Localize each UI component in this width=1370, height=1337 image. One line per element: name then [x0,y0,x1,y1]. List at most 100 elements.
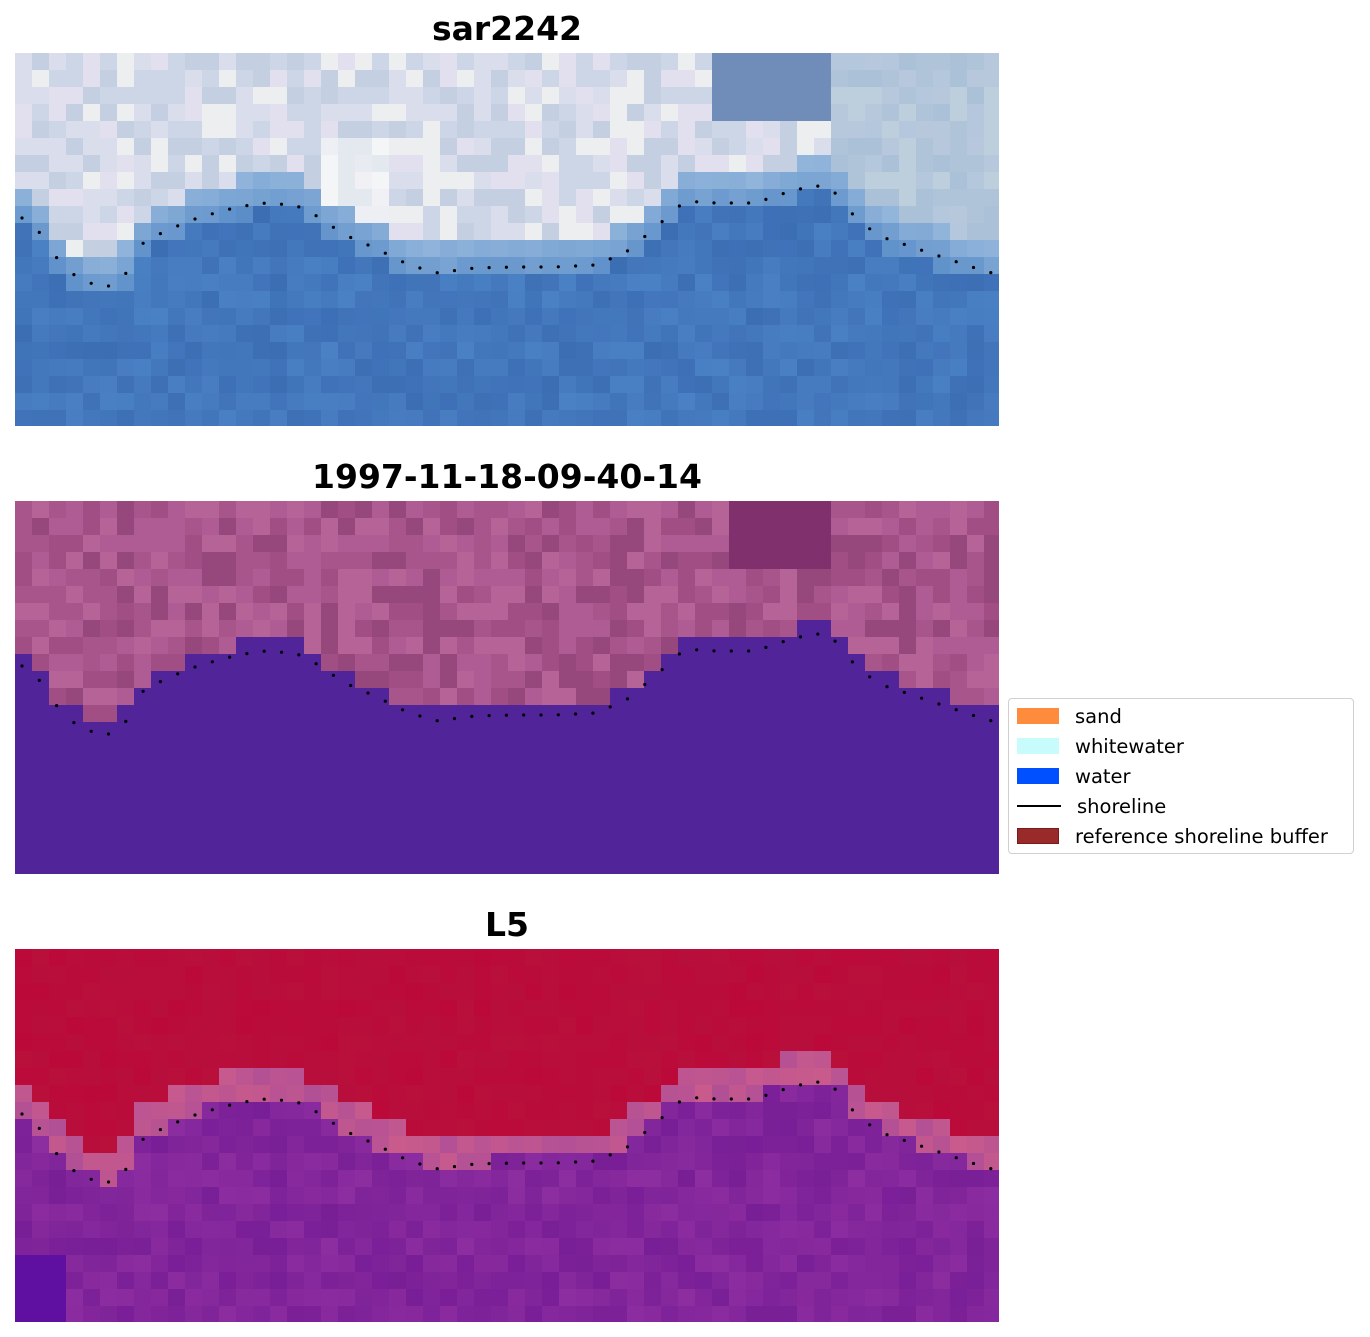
pixel [576,569,594,587]
shoreline-dot [193,665,197,669]
pixel [848,654,866,672]
pixel [899,773,917,791]
pixel [321,501,339,519]
pixel [746,824,764,842]
pixel [457,858,475,874]
pixel [270,949,288,967]
pixel [848,501,866,519]
pixel [287,308,305,326]
pixel [984,1034,999,1052]
pixel [15,841,33,859]
pixel [389,739,407,757]
pixel [695,1306,713,1322]
pixel [168,274,186,292]
pixel [780,359,798,377]
pixel [372,1085,390,1103]
pixel [729,983,747,1001]
pixel [355,535,373,553]
pixel [423,172,441,190]
pixel [661,620,679,638]
pixel [865,722,883,740]
pixel [644,807,662,825]
pixel [202,671,220,689]
pixel [253,1153,271,1171]
pixel [168,1136,186,1154]
pixel [559,620,577,638]
pixel [508,291,526,309]
pixel [542,291,560,309]
pixel [848,1136,866,1154]
pixel [950,949,968,967]
shoreline-dot [591,711,595,715]
pixel [746,688,764,706]
pixel [185,1255,203,1273]
pixel [219,603,237,621]
pixel [440,671,458,689]
pixel [559,552,577,570]
pixel [185,1306,203,1322]
pixel [865,535,883,553]
pixel [202,1170,220,1188]
pixel [899,1272,917,1290]
pixel [797,773,815,791]
pixel [457,949,475,967]
pixel [440,1051,458,1069]
pixel [15,325,33,343]
pixel [338,841,356,859]
pixel [729,308,747,326]
pixel [491,654,509,672]
pixel [746,1272,764,1290]
pixel [270,1153,288,1171]
pixel [712,121,730,139]
pixel [457,535,475,553]
pixel [406,739,424,757]
pixel [372,223,390,241]
pixel [916,1272,934,1290]
pixel [712,858,730,874]
pixel [372,807,390,825]
pixel [950,1204,968,1222]
pixel [542,586,560,604]
pixel [270,1255,288,1273]
pixel [797,518,815,536]
pixel [695,1187,713,1205]
pixel [797,1034,815,1052]
pixel [338,722,356,740]
shoreline-dot [747,1097,751,1101]
pixel [389,569,407,587]
pixel [525,206,543,224]
pixel [236,858,254,874]
pixel [15,223,33,241]
pixel [168,1187,186,1205]
pixel [134,705,152,723]
pixel [236,756,254,774]
pixel [202,501,220,519]
pixel [950,325,968,343]
pixel [134,966,152,984]
pixel [321,121,339,139]
pixel [950,393,968,411]
pixel [236,705,254,723]
pixel [15,807,33,825]
pixel [49,949,67,967]
pixel [542,552,560,570]
pixel [729,1238,747,1256]
pixel [491,773,509,791]
pixel [712,983,730,1001]
pixel [270,308,288,326]
pixel [695,1153,713,1171]
pixel [984,342,999,360]
pixel [32,1187,50,1205]
pixel [389,393,407,411]
pixel [372,325,390,343]
pixel [15,1153,33,1171]
pixel [916,104,934,122]
pixel [49,274,67,292]
pixel [219,172,237,190]
pixel [593,501,611,519]
pixel [508,501,526,519]
pixel [797,756,815,774]
pixel [457,1255,475,1273]
pixel [593,620,611,638]
pixel [984,410,999,426]
